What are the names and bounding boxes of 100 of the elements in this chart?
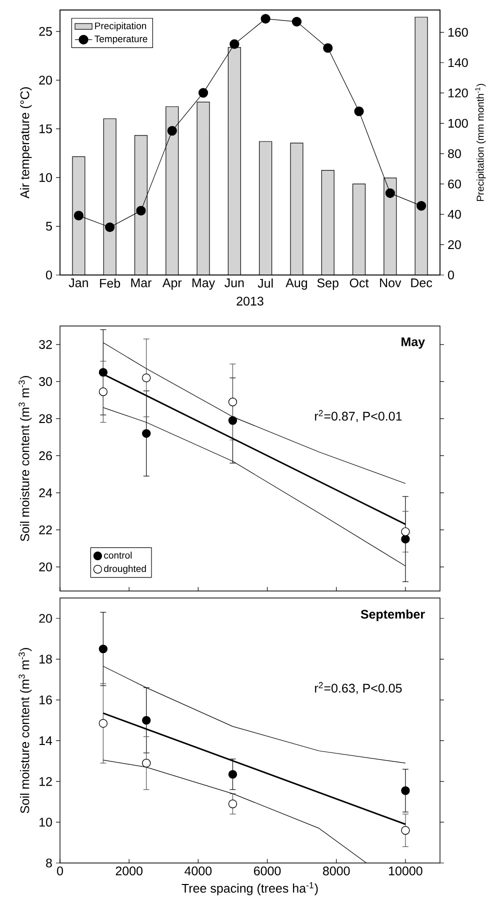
point xyxy=(198,88,208,98)
x-tick-label: Aug xyxy=(286,278,308,290)
point xyxy=(98,387,108,396)
point xyxy=(228,800,238,808)
x-tick-label: Apr xyxy=(162,278,182,290)
y2-tick-label: 120 xyxy=(448,88,468,98)
x-tick-label: Mar xyxy=(131,278,152,288)
bar xyxy=(352,184,366,275)
y-tick-label: 20 xyxy=(39,76,52,85)
point xyxy=(98,644,108,654)
legend-label: Precipitation xyxy=(95,22,146,32)
point xyxy=(74,210,84,220)
y2-tick-label: 160 xyxy=(448,28,468,37)
point xyxy=(142,716,151,725)
text: May xyxy=(402,337,425,349)
y-tick-label: 8 xyxy=(46,858,52,868)
y-axis-title: Soil moisture content (m$^{3}$ m$^{-3}$) xyxy=(18,648,32,814)
point xyxy=(136,206,146,216)
y-tick-label: 32 xyxy=(39,340,52,349)
bar xyxy=(103,118,116,275)
y-tick-label: 30 xyxy=(39,377,52,386)
y2-axis-title: Precipitation (mm month$^{-1}$) xyxy=(475,84,486,201)
y-tick-label: 12 xyxy=(40,777,52,786)
point xyxy=(230,39,240,49)
legend-label: control xyxy=(104,552,132,559)
bar xyxy=(321,170,334,275)
y-tick-label: 20 xyxy=(39,562,52,572)
point xyxy=(323,43,333,53)
x-tick-label: 6000 xyxy=(254,866,281,876)
bar xyxy=(228,47,241,275)
y-tick-label: 28 xyxy=(39,414,52,424)
point xyxy=(228,398,238,406)
x-axis-title: 2013 xyxy=(236,296,264,306)
bar xyxy=(134,135,148,275)
bar xyxy=(259,141,272,275)
y-tick-label: 18 xyxy=(40,654,52,664)
x-tick-label: 8000 xyxy=(323,866,350,876)
point xyxy=(105,222,115,232)
y-tick-label: 0 xyxy=(46,270,52,280)
y-tick-label: 16 xyxy=(40,696,52,704)
y-tick-label: 14 xyxy=(40,736,52,745)
y-tick-label: 15 xyxy=(40,124,52,134)
bar xyxy=(384,178,397,275)
point xyxy=(401,826,410,835)
y-tick-label: 22 xyxy=(39,525,52,534)
annotation: r$^{2}$=0.63, P<0.05 xyxy=(315,682,402,694)
y2-tick-label: 20 xyxy=(448,240,461,250)
y-tick-label: 5 xyxy=(46,222,52,231)
y2-tick-label: 80 xyxy=(448,149,461,158)
x-tick-label: Jan xyxy=(68,278,88,288)
text: September xyxy=(360,609,425,622)
x-tick-label: 4000 xyxy=(184,866,212,876)
point xyxy=(228,416,238,425)
y2-tick-label: 100 xyxy=(448,118,468,128)
x-axis-title: Tree spacing (trees ha$^{-1}$) xyxy=(182,882,318,896)
x-tick-label: Jul xyxy=(258,278,273,288)
y2-tick-label: 0 xyxy=(448,270,454,280)
y2-tick-label: 60 xyxy=(448,180,461,188)
x-tick-label: Oct xyxy=(350,278,369,288)
x-tick-label: Jun xyxy=(224,278,244,288)
x-tick-label: May xyxy=(192,278,216,290)
legend-label: droughted xyxy=(104,565,146,574)
point xyxy=(228,770,238,779)
x-tick-label: Nov xyxy=(380,278,402,288)
y-axis-title: Soil moisture content (m$^{3}$ m$^{-3}$) xyxy=(18,376,32,542)
point xyxy=(292,16,302,26)
y-tick-label: 10 xyxy=(40,173,52,182)
point xyxy=(167,126,177,136)
y-tick-label: 10 xyxy=(40,818,52,827)
x-tick-label: Sep xyxy=(317,278,338,290)
y-tick-label: 26 xyxy=(39,451,52,460)
point xyxy=(401,786,410,795)
point xyxy=(142,429,151,438)
x-tick-label: Dec xyxy=(411,278,432,288)
x-tick-label: 2000 xyxy=(116,866,142,876)
point xyxy=(401,527,410,536)
point xyxy=(260,14,270,24)
bar xyxy=(72,156,86,275)
point xyxy=(142,758,151,768)
point xyxy=(416,201,426,211)
x-tick-label: 0 xyxy=(57,866,63,876)
y2-tick-label: 140 xyxy=(448,58,468,68)
point xyxy=(354,106,364,116)
bar xyxy=(414,16,428,275)
point xyxy=(401,534,410,544)
point xyxy=(98,719,108,728)
y-axis-title: Air temperature (°C) xyxy=(20,87,32,198)
y2-tick-label: 40 xyxy=(448,210,461,219)
y-tick-label: 20 xyxy=(39,614,52,623)
point xyxy=(385,188,395,198)
legend-label: Temperature xyxy=(94,36,148,44)
point xyxy=(98,368,108,377)
point xyxy=(142,374,151,382)
x-tick-label: Feb xyxy=(100,278,120,288)
annotation: r$^{2}$=0.87, P<0.01 xyxy=(315,410,402,422)
bar xyxy=(196,102,210,275)
y-tick-label: 24 xyxy=(39,488,52,498)
bar xyxy=(290,142,304,275)
x-tick-label: 10000 xyxy=(389,866,422,876)
y-tick-label: 25 xyxy=(39,27,52,36)
